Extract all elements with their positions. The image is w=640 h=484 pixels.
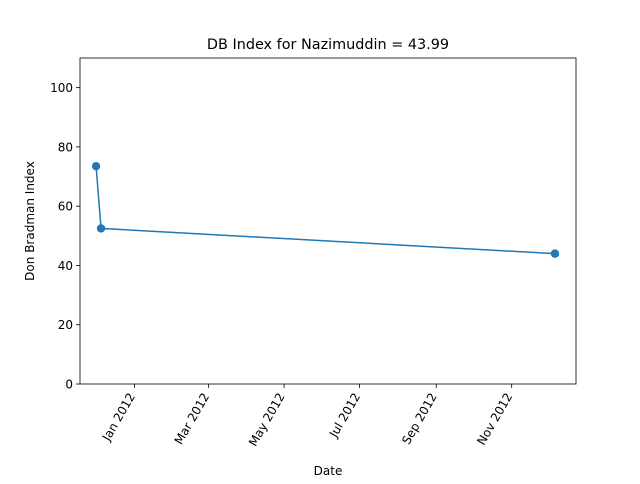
y-axis-label: Don Bradman Index <box>23 161 37 281</box>
y-axis: 0 20 40 60 80 100 <box>50 81 80 392</box>
y-tick-label: 80 <box>58 140 73 154</box>
x-axis-label: Date <box>314 464 343 478</box>
data-point <box>91 161 101 171</box>
data-point <box>550 249 560 258</box>
y-tick-label: 0 <box>65 378 73 392</box>
y-tick-label: 40 <box>58 259 73 273</box>
y-tick-label: 20 <box>58 318 73 332</box>
y-tick-label: 60 <box>58 200 73 214</box>
series-group <box>91 161 560 258</box>
chart-title: DB Index for Nazimuddin = 43.99 <box>207 37 449 53</box>
y-tick-label: 100 <box>50 81 73 95</box>
axes-frame <box>79 57 577 385</box>
data-point <box>96 224 106 233</box>
